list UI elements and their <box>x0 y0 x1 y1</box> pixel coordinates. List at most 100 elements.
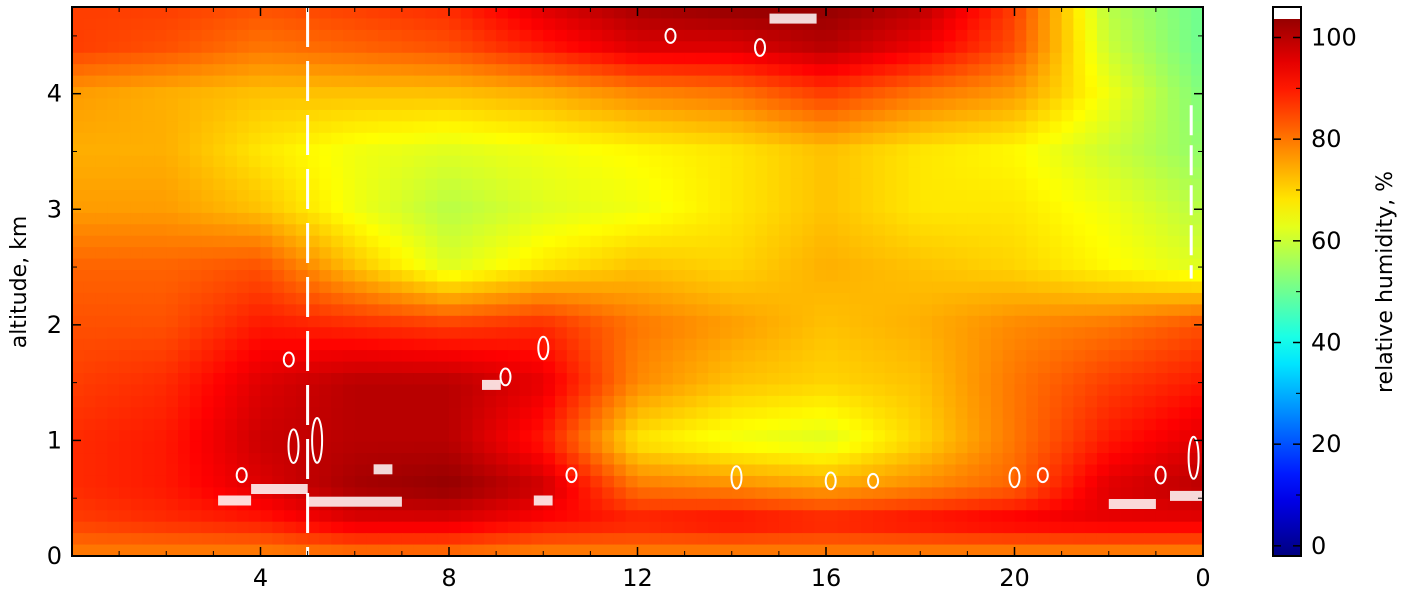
heatmap-cell <box>295 98 309 111</box>
heatmap-cell <box>1132 235 1145 248</box>
heatmap-cell <box>566 7 580 20</box>
heatmap-cell <box>260 98 273 111</box>
heatmap-cell <box>1026 327 1039 340</box>
heatmap-cell <box>708 167 721 180</box>
heatmap-cell <box>955 281 968 294</box>
heatmap-cell <box>778 544 792 556</box>
heatmap-cell <box>731 235 745 248</box>
heatmap-cell <box>979 64 992 77</box>
heatmap-cell <box>142 361 156 374</box>
heatmap-cell <box>1002 304 1016 317</box>
heatmap-cell <box>943 418 957 431</box>
heatmap-cell <box>1038 498 1051 511</box>
heatmap-cell <box>354 132 368 145</box>
heatmap-cell <box>613 395 627 408</box>
heatmap-cell <box>920 533 933 546</box>
heatmap-cell <box>178 487 191 500</box>
heatmap-cell <box>119 441 132 454</box>
heatmap-cell <box>331 521 344 534</box>
heatmap-cell <box>578 521 591 534</box>
heatmap-cell <box>578 7 591 20</box>
heatmap-cell <box>449 121 462 134</box>
heatmap-cell <box>107 350 120 363</box>
heatmap-cell <box>861 121 874 134</box>
heatmap-cell <box>908 52 921 65</box>
heatmap-cell <box>319 327 332 340</box>
heatmap-cell <box>625 64 639 77</box>
heatmap-cell <box>154 155 167 168</box>
heatmap-cell <box>248 64 262 77</box>
heatmap-cell <box>437 178 450 191</box>
heatmap-cell <box>260 121 273 134</box>
heatmap-cell <box>1038 109 1051 122</box>
heatmap-cell <box>990 304 1004 317</box>
heatmap-cell <box>884 270 898 283</box>
heatmap-cell <box>1026 487 1039 500</box>
heatmap-cell <box>672 304 686 317</box>
heatmap-cell <box>861 52 874 65</box>
heatmap-cell <box>602 167 615 180</box>
heatmap-cell <box>83 338 97 351</box>
heatmap-cell <box>943 533 957 546</box>
heatmap-cell <box>413 75 427 88</box>
heatmap-cell <box>354 373 368 386</box>
heatmap-cell <box>225 132 238 145</box>
heatmap-cell <box>1014 7 1027 20</box>
heatmap-cell <box>1026 167 1039 180</box>
heatmap-cell <box>1002 52 1016 65</box>
heatmap-cell <box>437 361 450 374</box>
heatmap-cell <box>401 87 415 100</box>
heatmap-cell <box>1085 292 1098 305</box>
heatmap-cell <box>932 64 945 77</box>
heatmap-cell <box>990 212 1004 225</box>
heatmap-cell <box>637 304 650 317</box>
heatmap-cell <box>437 18 450 31</box>
heatmap-cell <box>637 224 650 237</box>
heatmap-cell <box>955 98 968 111</box>
heatmap-cell <box>990 350 1004 363</box>
heatmap-cell <box>83 178 97 191</box>
heatmap-cell <box>166 475 179 488</box>
heatmap-cell <box>390 212 403 225</box>
heatmap-cell <box>814 235 827 248</box>
heatmap-cell <box>95 98 108 111</box>
heatmap-cell <box>83 212 97 225</box>
heatmap-cell <box>130 384 144 397</box>
heatmap-cell <box>331 29 344 42</box>
heatmap-cell <box>837 87 851 100</box>
heatmap-cell <box>189 327 203 340</box>
heatmap-cell <box>154 109 167 122</box>
heatmap-cell <box>979 190 992 203</box>
heatmap-cell <box>107 75 120 88</box>
heatmap-cell <box>95 407 108 420</box>
heatmap-cell <box>743 281 756 294</box>
heatmap-cell <box>649 441 662 454</box>
heatmap-cell <box>248 338 262 351</box>
heatmap-cell <box>119 373 132 386</box>
heatmap-cell <box>1179 338 1192 351</box>
heatmap-cell <box>378 258 391 271</box>
heatmap-cell <box>790 167 804 180</box>
heatmap-cell <box>602 18 615 31</box>
heatmap-cell <box>366 418 379 431</box>
heatmap-cell <box>449 18 462 31</box>
heatmap-cell <box>449 224 462 237</box>
heatmap-cell <box>1038 258 1051 271</box>
heatmap-cell <box>920 510 933 523</box>
heatmap-cell <box>1073 338 1086 351</box>
heatmap-cell <box>284 304 297 317</box>
heatmap-cell <box>213 155 226 168</box>
heatmap-cell <box>378 533 391 546</box>
heatmap-cell <box>519 510 533 523</box>
heatmap-cell <box>331 235 344 248</box>
heatmap-cell <box>425 418 438 431</box>
heatmap-cell <box>413 510 427 523</box>
heatmap-cell <box>1061 167 1075 180</box>
heatmap-cell <box>142 304 156 317</box>
heatmap-cell <box>437 235 450 248</box>
heatmap-cell <box>1132 395 1145 408</box>
heatmap-cell <box>637 75 650 88</box>
heatmap-cell <box>932 430 945 443</box>
heatmap-cell <box>354 167 368 180</box>
heatmap-cell <box>696 510 709 523</box>
